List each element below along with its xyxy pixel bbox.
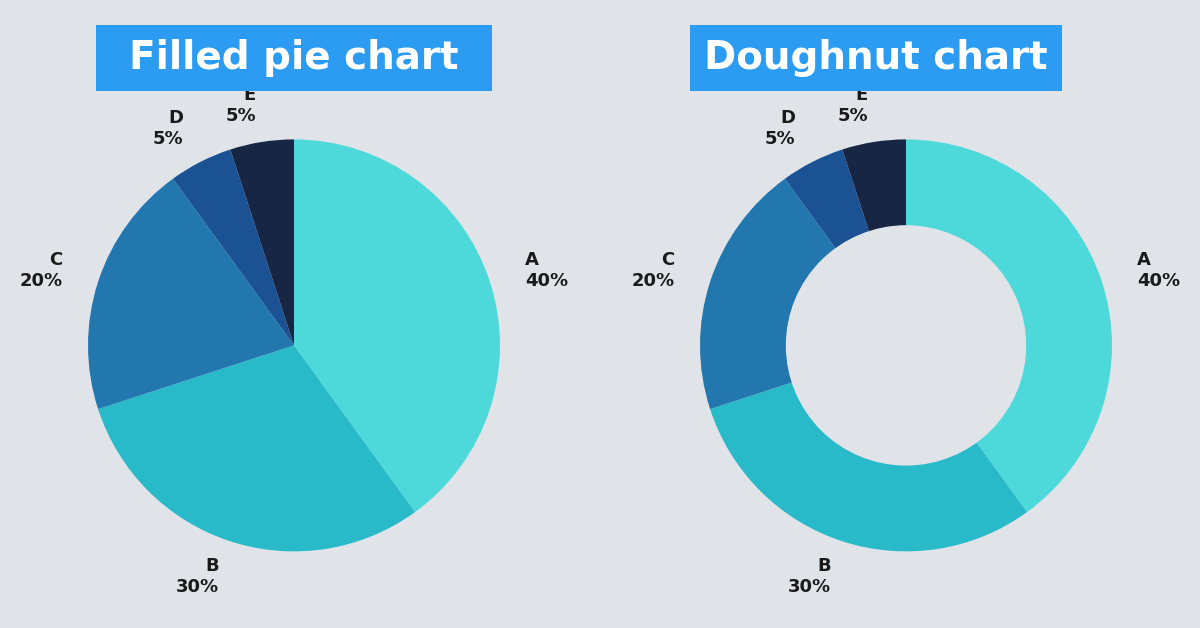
Wedge shape [98, 345, 415, 551]
Wedge shape [700, 179, 835, 409]
Text: E
5%: E 5% [838, 86, 868, 125]
Text: A
40%: A 40% [1138, 251, 1181, 290]
Wedge shape [294, 139, 500, 512]
Text: Filled pie chart: Filled pie chart [130, 39, 458, 77]
Text: C
20%: C 20% [631, 251, 674, 290]
Text: A
40%: A 40% [526, 251, 569, 290]
Wedge shape [842, 139, 906, 232]
Text: Doughnut chart: Doughnut chart [704, 39, 1048, 77]
Wedge shape [906, 139, 1112, 512]
Wedge shape [230, 139, 294, 345]
Text: D
5%: D 5% [154, 109, 184, 148]
Wedge shape [710, 382, 1027, 551]
Circle shape [786, 226, 1026, 465]
Text: C
20%: C 20% [19, 251, 62, 290]
Wedge shape [785, 149, 869, 249]
Text: B
30%: B 30% [787, 557, 830, 596]
Text: B
30%: B 30% [175, 557, 218, 596]
Text: E
5%: E 5% [226, 86, 256, 125]
Wedge shape [88, 179, 294, 409]
Wedge shape [173, 149, 294, 345]
Text: D
5%: D 5% [766, 109, 796, 148]
